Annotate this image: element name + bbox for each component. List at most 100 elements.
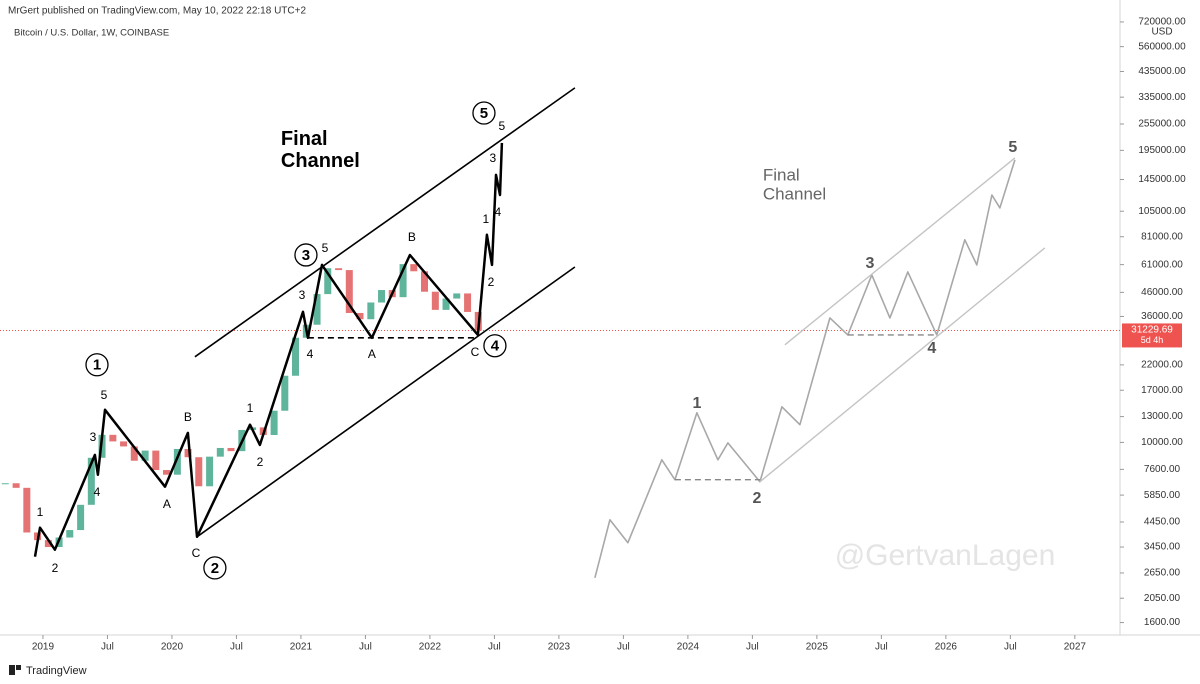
candle <box>12 483 20 488</box>
x-tick-label: Jul <box>101 642 114 653</box>
candle <box>44 540 52 548</box>
wave-line <box>194 87 576 358</box>
candle <box>367 302 375 320</box>
wave-label: 4 <box>927 340 936 357</box>
x-tick-label: 2026 <box>935 642 958 653</box>
y-tick-label: 2650.00 <box>1144 568 1181 579</box>
wave-label: 4 <box>94 485 101 499</box>
wave-label: B <box>184 410 192 424</box>
candle <box>130 446 138 461</box>
y-tick-label: 13000.00 <box>1141 411 1183 422</box>
candle <box>87 457 95 505</box>
wave-label: 1 <box>483 212 490 226</box>
y-tick-label: 105000.00 <box>1138 206 1186 217</box>
y-tick-label: 46000.00 <box>1141 287 1183 298</box>
wave-label: 3 <box>90 430 97 444</box>
brand: TradingView <box>26 665 87 677</box>
label-circle <box>472 101 496 125</box>
y-tick-label: 3450.00 <box>1144 542 1181 553</box>
candle <box>378 290 386 303</box>
candle <box>109 434 117 442</box>
candle <box>324 268 332 295</box>
candle <box>184 449 192 458</box>
candle <box>410 264 418 272</box>
candle <box>216 447 224 457</box>
wave-label: 2 <box>257 455 264 469</box>
publisher: MrGert published on TradingView.com, May… <box>8 6 306 17</box>
wave-label: 2 <box>488 275 495 289</box>
label-circle <box>294 243 318 267</box>
wave-label: 4 <box>491 338 500 355</box>
y-tick-label: 335000.00 <box>1138 92 1186 103</box>
wave-label: 5 <box>1008 139 1017 156</box>
candle <box>227 447 235 452</box>
wave-label: A <box>163 497 171 511</box>
wave-line <box>196 266 576 538</box>
candle <box>77 504 85 531</box>
candle <box>281 375 289 411</box>
annotation: Final <box>281 128 328 150</box>
y-tick-label: 61000.00 <box>1141 259 1183 270</box>
candle <box>335 268 343 271</box>
candle <box>195 457 203 487</box>
y-tick-label: 255000.00 <box>1138 119 1186 130</box>
y-tick-label: 145000.00 <box>1138 174 1186 185</box>
x-tick-label: 2021 <box>290 642 313 653</box>
x-tick-label: Jul <box>1004 642 1017 653</box>
wave-label: 5 <box>480 105 488 122</box>
wave-label: 3 <box>299 288 306 302</box>
candle <box>120 441 128 447</box>
annotation: Channel <box>763 184 826 203</box>
logo-part <box>16 665 21 670</box>
x-tick-label: 2020 <box>161 642 184 653</box>
annotation: Final <box>763 165 800 184</box>
wave-label: 1 <box>247 401 254 415</box>
candle <box>464 293 472 312</box>
candle <box>1 483 9 485</box>
brand-logo <box>9 665 21 675</box>
candle <box>270 410 278 436</box>
candle <box>292 337 300 376</box>
x-tick-label: 2024 <box>677 642 700 653</box>
annotation: Channel <box>281 150 360 172</box>
logo-part <box>9 665 15 675</box>
wave-label: C <box>192 546 201 560</box>
y-tick-label: 435000.00 <box>1138 66 1186 77</box>
symbol: Bitcoin / U.S. Dollar, 1W, COINBASE <box>14 28 169 39</box>
candle <box>23 487 31 533</box>
wave-label: 5 <box>101 388 108 402</box>
wave-label: 4 <box>307 347 314 361</box>
wave-label: 4 <box>495 205 502 219</box>
wave-label: 2 <box>752 490 761 507</box>
y-tick-label: 36000.00 <box>1141 311 1183 322</box>
wave-label: 1 <box>692 395 701 412</box>
wave-label: 2 <box>211 560 219 577</box>
wave-label: 3 <box>865 255 874 272</box>
y-unit: USD <box>1151 27 1172 38</box>
candle <box>206 456 214 487</box>
candle <box>453 293 461 299</box>
wave-line <box>784 157 1016 346</box>
y-tick-label: 1600.00 <box>1144 617 1181 628</box>
candle <box>173 449 181 475</box>
candle <box>420 271 428 292</box>
last-price-box <box>1122 323 1182 348</box>
candle <box>141 450 149 461</box>
label-circle <box>483 334 507 358</box>
wave-label: 5 <box>322 241 329 255</box>
wave-label: 3 <box>490 151 497 165</box>
label-circle <box>85 353 109 377</box>
x-tick-label: Jul <box>488 642 501 653</box>
candle <box>356 312 364 320</box>
wave-line <box>594 159 1016 579</box>
wave-label: 3 <box>302 247 310 264</box>
y-tick-label: 2050.00 <box>1144 593 1181 604</box>
y-tick-label: 17000.00 <box>1141 385 1183 396</box>
wave-label: 1 <box>37 505 44 519</box>
wave-label: 1 <box>93 357 101 374</box>
candle <box>431 291 439 310</box>
wave-label: 2 <box>52 561 59 575</box>
watermark: @GertvanLagen <box>835 539 1056 572</box>
